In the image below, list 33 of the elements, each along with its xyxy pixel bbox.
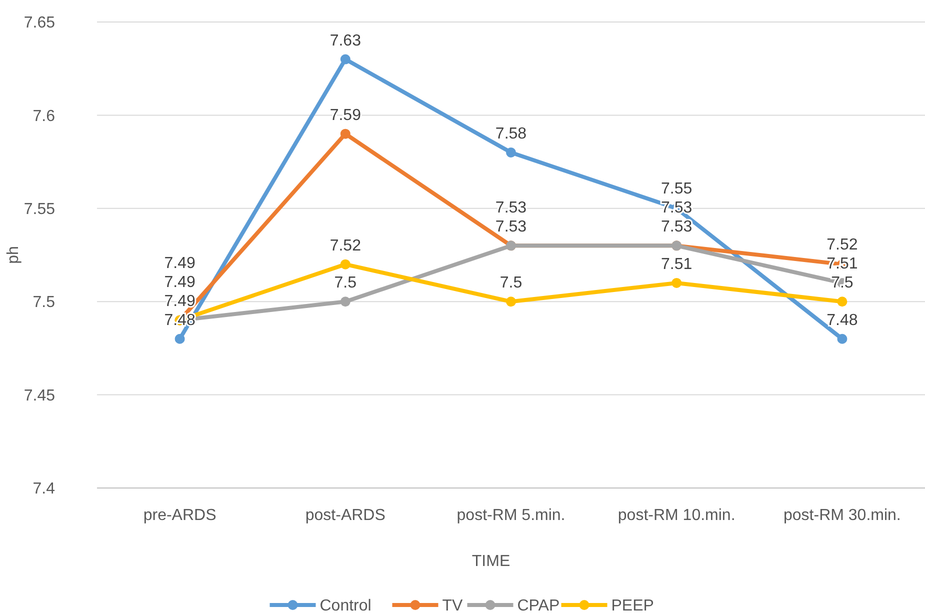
x-tick-label: pre-ARDS [143,507,216,524]
legend-label: Control [320,598,372,613]
data-label: 7.63 [330,32,362,50]
data-label: 7.49 [164,254,196,272]
data-label: 7.49 [164,274,196,291]
legend-label: TV [442,598,464,613]
data-label: 7.5 [334,274,357,292]
y-tick-label: 7.65 [24,14,56,32]
x-tick-label: post-RM 5.min. [456,507,566,524]
x-axis-title: TIME [472,553,510,570]
y-tick-label: 7.5 [32,294,56,312]
y-tick-label: 7.45 [24,387,56,404]
data-label: 7.5 [500,274,522,292]
data-label: 7.58 [495,125,527,142]
x-tick-label: post-ARDS [305,507,386,524]
legend-label: PEEP [611,598,654,613]
data-label: 7.55 [661,180,692,198]
y-tick-label: 7.55 [24,201,56,218]
data-label: 7.51 [661,256,692,273]
data-label: 7.53 [495,200,527,217]
y-tick-label: 7.6 [32,108,56,125]
data-label: 7.53 [495,218,527,236]
x-tick-label: post-RM 30.min. [784,507,901,524]
x-tick-label: post-RM 10.min. [618,507,736,524]
legend-label: CPAP [517,598,560,613]
data-label: 7.53 [661,218,692,236]
data-label: 7.52 [330,237,362,254]
y-axis-title: ph [5,246,22,264]
data-label: 7.59 [330,106,362,124]
data-label: 7.52 [826,236,858,254]
data-label: 7.48 [826,312,858,329]
y-tick-label: 7.4 [32,480,56,498]
data-label: 7.49 [164,292,196,310]
